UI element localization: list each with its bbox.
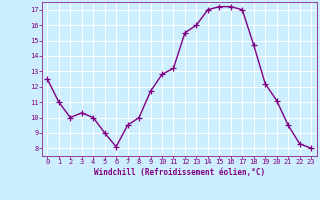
X-axis label: Windchill (Refroidissement éolien,°C): Windchill (Refroidissement éolien,°C) [94,168,265,177]
